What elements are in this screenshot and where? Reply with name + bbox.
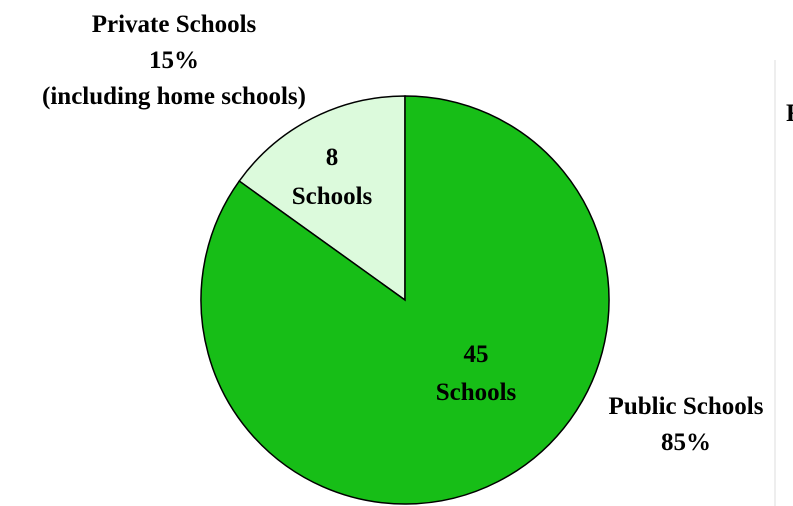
private-schools-count: 8 [326, 144, 339, 171]
private-schools-label: Private Schools [92, 11, 257, 38]
pie-slices [200, 95, 610, 505]
public-schools-count-unit: Schools [436, 379, 517, 406]
public-schools-count: 45 [464, 341, 489, 368]
private-schools-note: (including home schools) [42, 83, 306, 110]
private-schools-slice [238, 95, 406, 302]
clipped-edge-text: F [786, 100, 793, 127]
public-schools-slice [200, 95, 610, 505]
public-schools-label: Public Schools [609, 393, 764, 420]
public-schools-percent: 85% [661, 429, 711, 456]
private-schools-count-unit: Schools [292, 183, 373, 210]
private-schools-percent: 15% [149, 47, 199, 74]
